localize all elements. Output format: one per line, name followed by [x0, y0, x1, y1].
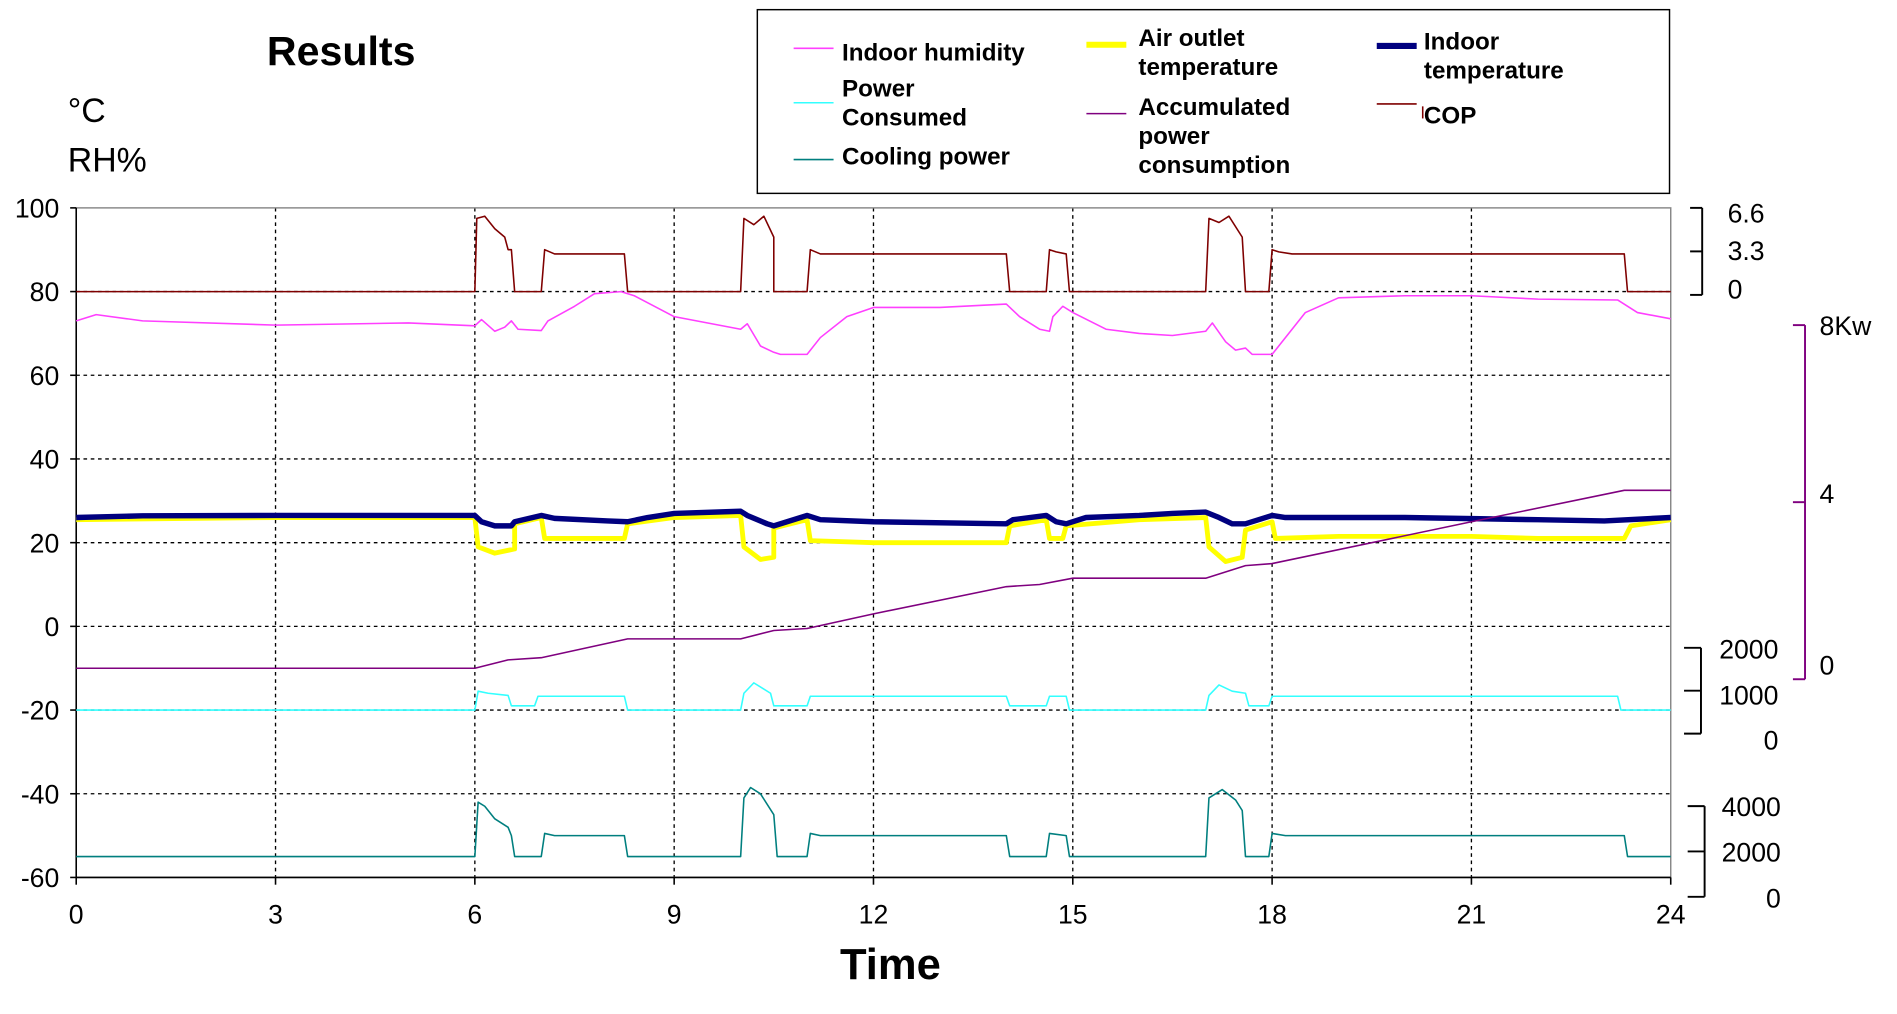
- secondary-axis-label: 0: [1820, 650, 1835, 680]
- x-tick-label: 18: [1257, 899, 1287, 929]
- legend-frame: [756, 8, 1671, 195]
- y-unit-celsius: °C: [68, 92, 106, 130]
- legend-label: Cooling power: [842, 143, 1011, 170]
- legend-label: power: [1138, 123, 1210, 150]
- series-indoor-humidity: [75, 290, 1671, 356]
- series-power-consumed: [76, 682, 1671, 711]
- series-lines: [75, 215, 1672, 858]
- y-tick-label: 100: [15, 194, 59, 224]
- legend-label: Consumed: [842, 105, 967, 132]
- legend-label: Accumulated: [1138, 94, 1290, 121]
- secondary-axis-label: 0: [1764, 725, 1779, 755]
- x-tick-label: 15: [1058, 899, 1088, 929]
- secondary-axis-label: 6.6: [1728, 198, 1765, 228]
- legend-label: Indoor humidity: [842, 39, 1025, 66]
- legend-label: COP: [1424, 102, 1476, 129]
- series-indoor-temperature: [76, 508, 1671, 529]
- y-tick-label: -20: [21, 696, 59, 726]
- x-tick-label: 12: [859, 899, 889, 929]
- series-accumulated-power-consumption: [76, 489, 1671, 670]
- y-unit-rh: RH%: [68, 142, 147, 180]
- y-tick-label: 40: [30, 445, 60, 475]
- grid: [76, 207, 1671, 878]
- secondary-axis-label: 2000: [1722, 838, 1781, 868]
- legend-label: Power: [842, 76, 915, 103]
- secondary-axes: 6.6 3.3 0 8Kw 4 0 2000 1000 0 4000 2000 0: [1684, 198, 1873, 914]
- x-tick-label: 6: [467, 899, 482, 929]
- x-tick-label: 9: [667, 899, 682, 929]
- y-tick-label: 20: [30, 528, 60, 558]
- y-tick-label: -40: [21, 779, 59, 809]
- x-tick-label: 3: [268, 899, 283, 929]
- secondary-axis-label: 3.3: [1728, 236, 1765, 266]
- secondary-axis-label: 2000: [1719, 635, 1778, 665]
- series-cop: [76, 215, 1671, 293]
- legend-label: Indoor: [1424, 29, 1500, 56]
- x-tick-label: 24: [1656, 899, 1686, 929]
- secondary-axis-label: 4: [1820, 479, 1835, 509]
- y-tick-label: 0: [44, 612, 59, 642]
- axes: 0 3 6 9 12 15 18 21 24 100 80 60 40 20 0 -20 -40 -60: [15, 194, 1686, 930]
- secondary-axis-label: 4000: [1722, 792, 1781, 822]
- secondary-axis-label: 0: [1766, 884, 1781, 914]
- legend-label: temperature: [1424, 58, 1564, 85]
- legend-label: consumption: [1138, 152, 1290, 179]
- y-tick-label: 80: [30, 277, 60, 307]
- y-tick-label: -60: [21, 863, 59, 893]
- secondary-axis-label: 0: [1728, 275, 1743, 305]
- secondary-axis-label: 1000: [1719, 681, 1778, 711]
- series-cooling-power: [76, 786, 1671, 858]
- x-axis-label: Time: [840, 941, 941, 989]
- legend-label: temperature: [1138, 54, 1278, 81]
- chart-title: Results: [267, 28, 416, 74]
- y-tick-label: 60: [30, 361, 60, 391]
- legend-label: Air outlet: [1138, 25, 1244, 52]
- secondary-axis-label: 8Kw: [1820, 311, 1873, 341]
- x-tick-label: 21: [1457, 899, 1487, 929]
- x-tick-label: 0: [69, 899, 84, 929]
